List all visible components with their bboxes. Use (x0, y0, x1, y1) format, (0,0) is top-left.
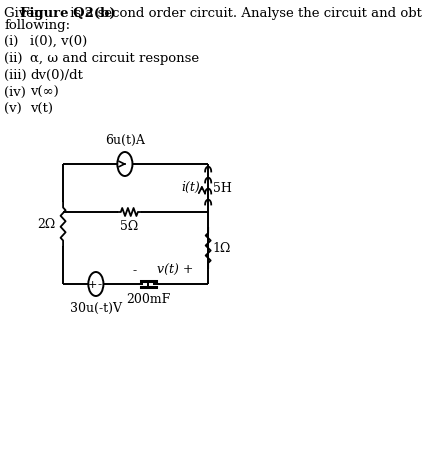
Text: 5H: 5H (213, 182, 231, 195)
Text: (iv): (iv) (4, 86, 26, 99)
Text: -: - (133, 263, 137, 276)
Text: 30u(-t)V: 30u(-t)V (70, 302, 122, 314)
Text: 5Ω: 5Ω (120, 219, 138, 233)
Text: 2Ω: 2Ω (37, 218, 56, 231)
Text: (ii): (ii) (4, 52, 23, 65)
Text: 200mF: 200mF (126, 292, 170, 305)
Text: (i): (i) (4, 35, 19, 48)
Text: (iii): (iii) (4, 69, 27, 82)
Text: i(0), v(0): i(0), v(0) (30, 35, 87, 48)
Text: is a second order circuit. Analyse the circuit and obtain the: is a second order circuit. Analyse the c… (65, 7, 422, 20)
Text: -: - (97, 278, 101, 291)
Text: dv(0)/dt: dv(0)/dt (30, 69, 83, 82)
Text: 1Ω: 1Ω (213, 242, 231, 255)
Text: i(t): i(t) (182, 180, 200, 193)
Text: Given: Given (4, 7, 47, 20)
Text: α, ω and circuit response: α, ω and circuit response (30, 52, 200, 65)
Text: v(t): v(t) (30, 103, 53, 116)
Text: v(t) +: v(t) + (157, 263, 193, 276)
Text: +: + (88, 280, 97, 289)
Text: (v): (v) (4, 103, 22, 116)
Text: 6u(t)A: 6u(t)A (105, 134, 145, 147)
Text: following:: following: (4, 19, 70, 32)
Text: Figure Q2(b): Figure Q2(b) (20, 7, 116, 20)
Text: v(∞): v(∞) (30, 86, 59, 99)
